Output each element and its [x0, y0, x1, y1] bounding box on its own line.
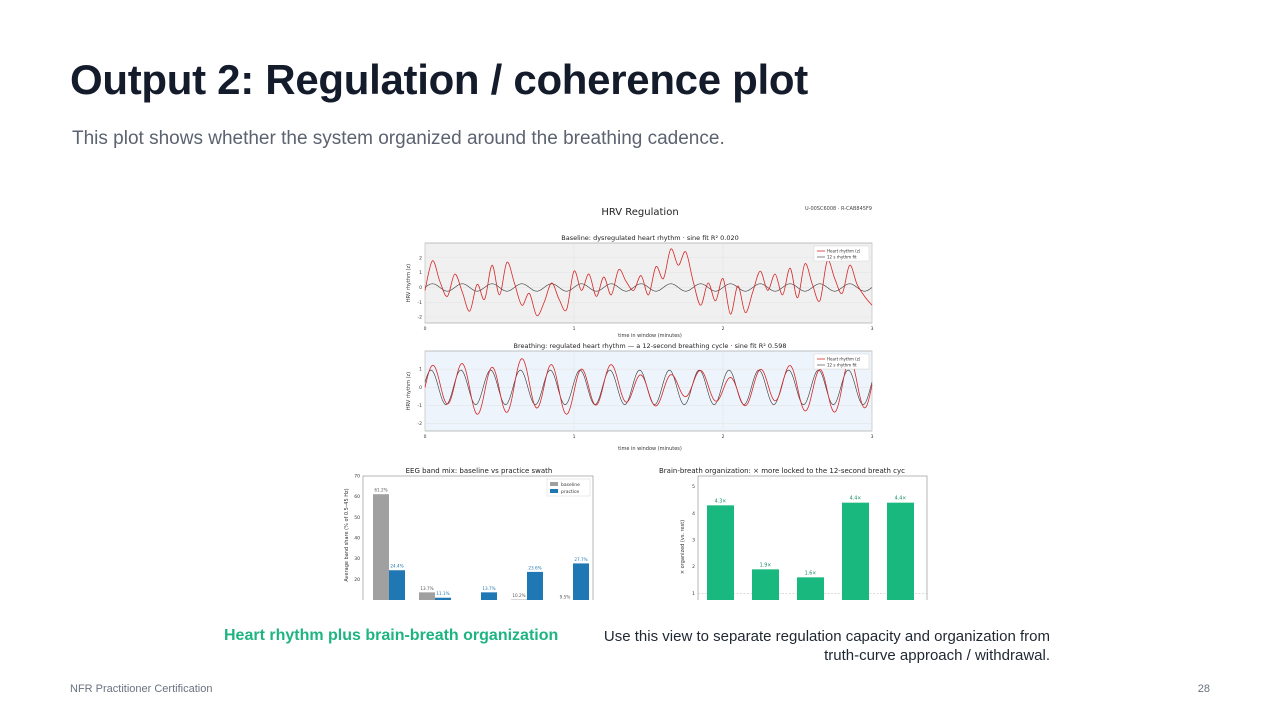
- bar-value-label: 11.1%: [436, 591, 449, 596]
- y-tick-label: 1: [692, 591, 695, 597]
- bar-value-label: 1.9×: [760, 562, 772, 568]
- y-tick-label: 20: [354, 577, 360, 583]
- x-tick-label: 3: [871, 326, 874, 332]
- y-tick-label: 70: [354, 474, 360, 480]
- heart-rhythm-line: [424, 358, 873, 415]
- bar-value-label: 4.3×: [715, 498, 727, 504]
- panel3-title: EEG band mix: baseline vs practice swath: [406, 467, 553, 475]
- panel1-ylabel: HRV rhythm (z): [406, 264, 412, 302]
- bar-baseline: [373, 494, 389, 600]
- bar-practice: [481, 592, 497, 600]
- legend-box: [813, 245, 870, 262]
- slide-subtitle: This plot shows whether the system organ…: [72, 128, 725, 149]
- legend-box: [813, 353, 870, 370]
- y-tick-label: 5: [692, 484, 695, 490]
- footer-course-name: NFR Practitioner Certification: [70, 683, 213, 695]
- y-tick-label: -1: [418, 403, 423, 409]
- panel1-xlabel: time in window (minutes): [618, 333, 682, 339]
- legend-label-practice: practice: [561, 489, 579, 495]
- fit-line: [424, 283, 873, 292]
- bar-practice: [527, 571, 543, 600]
- y-tick-label: 2: [419, 255, 422, 261]
- x-tick-label: 0: [424, 326, 427, 332]
- bar-baseline: [419, 592, 435, 600]
- heart-rhythm-line: [424, 248, 873, 317]
- bar-practice: [389, 570, 405, 600]
- x-tick-label: 0: [424, 434, 427, 440]
- y-tick-label: -2: [418, 421, 423, 427]
- bar-value-label: 23.6%: [528, 565, 541, 570]
- slide-title: Output 2: Regulation / coherence plot: [70, 56, 808, 103]
- x-tick-label: 1: [573, 434, 576, 440]
- legend-swatch-practice: [550, 489, 558, 493]
- x-tick-label: 1: [573, 326, 576, 332]
- bar-practice: [435, 597, 451, 600]
- figure-title: HRV Regulation: [601, 207, 678, 218]
- bar-value-label: 27.7%: [574, 557, 587, 562]
- bar-value-label: 24.4%: [390, 564, 403, 569]
- figure-canvas: HRV Regulation U-00SC6008 · R-CAB845F9 B…: [344, 206, 928, 600]
- brain-breath-panel: 5 4 3 2 1 4.3× 1.9× 1.6× 4.4× 4.4×: [692, 475, 928, 600]
- legend-label-heart: Heart rhythm (z): [827, 249, 861, 254]
- y-tick-label: -2: [418, 315, 423, 321]
- baseline-panel: 0 1 2 3 2 1 0 -1 -2 Heart rhythm (z)12 s rhythm f…: [418, 242, 874, 332]
- y-tick-label: -1: [418, 300, 423, 306]
- x-tick-label: 2: [722, 326, 725, 332]
- x-tick-label: 2: [722, 434, 725, 440]
- y-tick-label: 1: [419, 270, 422, 276]
- bar-organization: [842, 502, 869, 600]
- eeg-band-panel: 70 60 50 40 30 20 61.2% 13.7% 10.2% 9.5% 24.4% 11.1…: [354, 474, 594, 600]
- y-tick-label: 4: [692, 511, 695, 517]
- y-tick-label: 40: [354, 536, 360, 542]
- panel2-title: Breathing: regulated heart rhythm — a 12…: [513, 342, 786, 350]
- bar-value-label: 61.2%: [374, 488, 387, 493]
- bar-value-label: 9.5%: [560, 595, 571, 600]
- legend-label-heart: Heart rhythm (z): [827, 357, 861, 362]
- caption-heart-rhythm: Heart rhythm plus brain-breath organizat…: [224, 627, 559, 644]
- bar-value-label: 13.7%: [482, 586, 495, 591]
- legend-label-fit: 12 s rhythm fit: [827, 363, 857, 368]
- x-tick-label: 3: [871, 434, 874, 440]
- y-tick-label: 50: [354, 515, 360, 521]
- bar-practice: [573, 563, 589, 600]
- caption-usage-note: Use this view to separate regulation cap…: [603, 628, 1050, 664]
- y-tick-label: 3: [692, 538, 695, 544]
- y-tick-label: 0: [419, 285, 422, 291]
- panel2-xlabel: time in window (minutes): [618, 446, 682, 452]
- y-tick-label: 1: [419, 367, 422, 373]
- bar-organization: [752, 569, 779, 600]
- page-number: 28: [1197, 683, 1210, 695]
- panel1-title: Baseline: dysregulated heart rhythm · si…: [561, 234, 738, 242]
- y-tick-label: 60: [354, 494, 360, 500]
- panel4-title: Brain-breath organization: × more locked…: [659, 467, 905, 475]
- panel2-ylabel: HRV rhythm (z): [406, 372, 412, 410]
- plot-area: [424, 242, 873, 324]
- breathing-panel: 0 1 2 3 1 0 -1 -2 Heart rhythm (z)12 s rhythm fi…: [418, 350, 874, 440]
- bar-value-label: 10.2%: [512, 593, 525, 598]
- bar-value-label: 4.4×: [895, 496, 907, 502]
- bar-organization: [797, 577, 824, 600]
- bar-organization: [707, 505, 734, 600]
- bar-value-label: 4.4×: [850, 496, 862, 502]
- bar-organization: [887, 502, 914, 600]
- hrv-regulation-figure: HRV Regulation U-00SC6008 · R-CAB845F9 B…: [340, 195, 940, 600]
- legend-label-baseline: baseline: [561, 482, 580, 488]
- bar-value-label: 1.6×: [805, 570, 817, 576]
- legend-label-fit: 12 s rhythm fit: [827, 255, 857, 260]
- panel4-ylabel: × organized (vs. rest): [680, 520, 686, 574]
- y-tick-label: 30: [354, 556, 360, 562]
- y-tick-label: 2: [692, 564, 695, 570]
- y-tick-label: 0: [419, 385, 422, 391]
- figure-ids: U-00SC6008 · R-CAB845F9: [805, 206, 872, 212]
- panel3-ylabel: Average band share (% of 0.5–45 Hz): [344, 488, 350, 581]
- bar-value-label: 13.7%: [420, 586, 433, 591]
- legend-swatch-baseline: [550, 482, 558, 486]
